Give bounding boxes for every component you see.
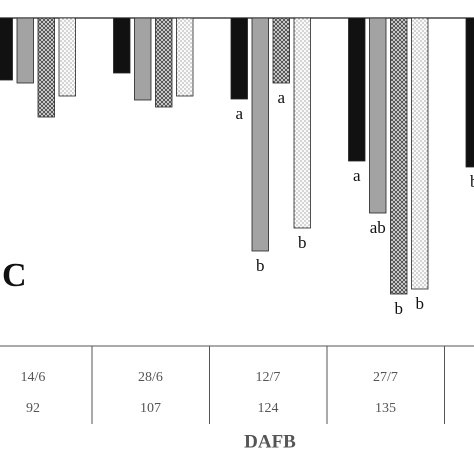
bar (411, 17, 429, 290)
value-label: b (298, 233, 307, 252)
bar (230, 17, 248, 100)
days-label: 135 (375, 401, 396, 416)
bar (369, 17, 387, 214)
date-label: 27/7 (373, 370, 398, 385)
value-label: ab (370, 218, 386, 237)
value-label: a (353, 166, 361, 185)
value-label: a (277, 88, 285, 107)
bar (390, 17, 408, 295)
value-label: b (416, 294, 425, 313)
bar (113, 17, 131, 74)
x-axis-label: DAFB (244, 431, 296, 452)
bar (155, 17, 173, 108)
value-label: b (256, 256, 265, 275)
panel-label: C (2, 257, 27, 294)
value-label: b (395, 299, 404, 318)
days-label: 92 (26, 401, 40, 416)
days-label: 107 (140, 401, 161, 416)
value-label: a (235, 104, 243, 123)
bar (58, 17, 76, 97)
bar (16, 17, 34, 84)
days-label: 124 (258, 401, 279, 416)
bar (251, 17, 269, 252)
bar (465, 17, 474, 168)
bar (0, 17, 13, 81)
bar (134, 17, 152, 101)
value-label: b (470, 172, 474, 191)
bar (293, 17, 311, 229)
bar (37, 17, 55, 118)
bar (272, 17, 290, 84)
date-label: 28/6 (138, 370, 163, 385)
date-label: 12/7 (256, 370, 281, 385)
bar (176, 17, 194, 97)
bar (348, 17, 366, 162)
date-label: 14/6 (21, 370, 46, 385)
